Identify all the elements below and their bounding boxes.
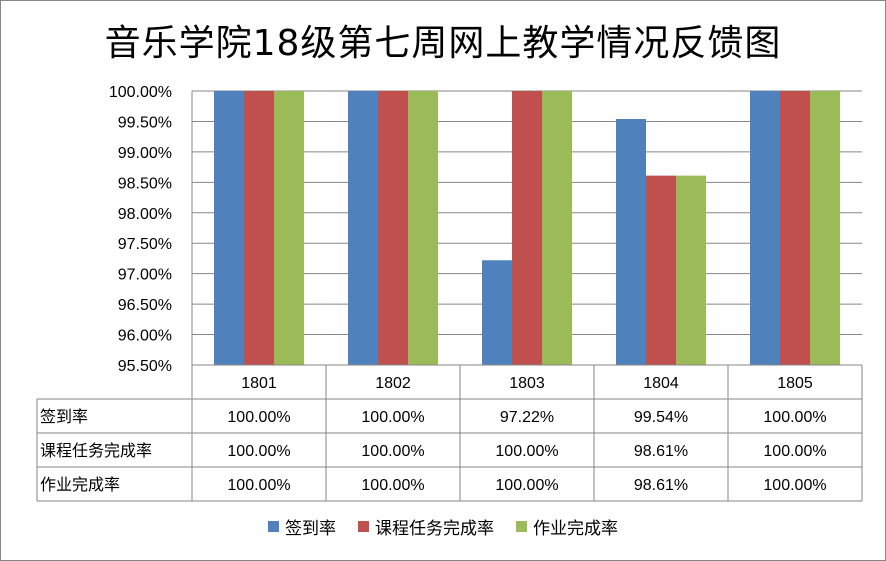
legend-label: 作业完成率 xyxy=(533,519,618,539)
legend: 签到率 课程任务完成率 作业完成率 xyxy=(0,514,886,539)
y-tick-label: 96.00% xyxy=(118,328,172,345)
data-label: 98.61% xyxy=(634,477,688,494)
bar-1802-0 xyxy=(348,91,378,365)
bar-1803-0 xyxy=(482,260,512,365)
y-tick-label: 96.50% xyxy=(118,297,172,314)
data-label: 97.22% xyxy=(500,409,554,426)
legend-item: 课程任务完成率 xyxy=(358,514,494,539)
category-label: 1801 xyxy=(241,375,277,392)
category-label: 1802 xyxy=(375,375,411,392)
legend-swatch xyxy=(358,521,369,532)
data-table: 1801 1802 1803 1804 1805 签到率 100.00% 100.00% 97.… xyxy=(36,364,863,502)
data-label: 99.54% xyxy=(634,409,688,426)
data-label: 100.00% xyxy=(495,443,558,460)
row-label: 作业完成率 xyxy=(40,475,120,494)
data-label: 100.00% xyxy=(227,477,290,494)
bar-1803-2 xyxy=(542,91,572,365)
y-tick-label: 98.50% xyxy=(118,175,172,192)
data-label: 98.61% xyxy=(634,443,688,460)
data-label: 100.00% xyxy=(227,409,290,426)
chart-title: 音乐学院18级第七周网上教学情况反馈图 xyxy=(104,23,782,64)
category-label: 1804 xyxy=(643,375,679,392)
legend-item: 作业完成率 xyxy=(516,514,618,539)
y-tick-label: 99.00% xyxy=(118,145,172,162)
data-label: 100.00% xyxy=(495,477,558,494)
bar-1804-2 xyxy=(676,175,706,365)
data-label: 100.00% xyxy=(361,443,424,460)
bar-1805-2 xyxy=(810,91,840,365)
y-tick-label: 99.50% xyxy=(118,114,172,131)
y-tick-label: 98.00% xyxy=(118,206,172,223)
data-label: 100.00% xyxy=(361,409,424,426)
bar-1804-1 xyxy=(646,175,676,365)
y-tick-label: 97.00% xyxy=(118,267,172,284)
legend-swatch xyxy=(516,521,527,532)
y-tick-label: 95.50% xyxy=(118,358,172,375)
data-label: 100.00% xyxy=(361,477,424,494)
legend-label: 课程任务完成率 xyxy=(375,519,494,539)
bar-1801-0 xyxy=(214,91,244,365)
data-label: 100.00% xyxy=(763,477,826,494)
legend-swatch xyxy=(268,521,279,532)
y-tick-label: 100.00% xyxy=(109,84,172,101)
bar-1801-2 xyxy=(274,91,304,365)
data-label: 100.00% xyxy=(763,409,826,426)
bar-1801-1 xyxy=(244,91,274,365)
row-label: 签到率 xyxy=(40,407,88,426)
bar-1805-0 xyxy=(750,91,780,365)
legend-item: 签到率 xyxy=(268,514,336,539)
category-label: 1803 xyxy=(509,375,545,392)
bar-1804-0 xyxy=(616,119,646,366)
bar-1805-1 xyxy=(780,91,810,365)
bar-1802-1 xyxy=(378,91,408,365)
row-label: 课程任务完成率 xyxy=(40,441,152,460)
bar-1802-2 xyxy=(408,91,438,365)
y-tick-label: 97.50% xyxy=(118,236,172,253)
legend-label: 签到率 xyxy=(285,519,336,539)
category-label: 1805 xyxy=(777,375,813,392)
bars xyxy=(214,91,840,366)
y-axis-ticks: 100.00% 99.50% 99.00% 98.50% 98.00% 97.50% 97.… xyxy=(109,84,172,375)
data-label: 100.00% xyxy=(763,443,826,460)
bar-1803-1 xyxy=(512,91,542,365)
data-label: 100.00% xyxy=(227,443,290,460)
